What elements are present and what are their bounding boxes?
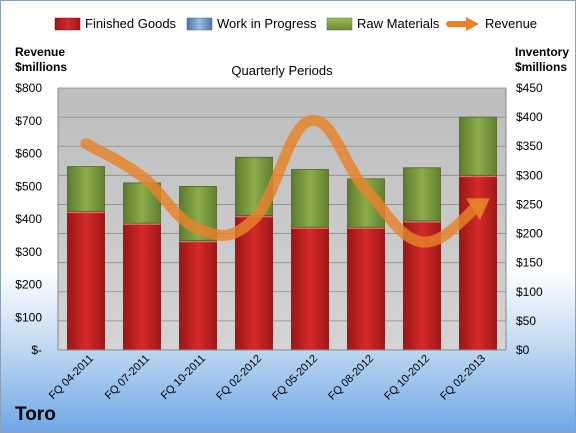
bar-finished-goods — [123, 222, 161, 351]
right-tick-label: $0 — [516, 343, 530, 357]
left-tick-label: $- — [31, 343, 42, 357]
right-tick-label: $350 — [516, 139, 543, 153]
left-tick-label: $400 — [15, 212, 42, 226]
legend-label-revenue: Revenue — [485, 16, 537, 31]
left-axis-title-line2: $millions — [15, 60, 67, 74]
x-tick-label: FQ 04-2011 — [47, 353, 96, 402]
x-tick-label: FQ 05-2012 — [270, 353, 320, 403]
legend: Finished Goods Work in Progress Raw Mate… — [54, 16, 537, 31]
right-tick-label: $150 — [516, 256, 543, 270]
x-tick-label: FQ 07-2011 — [103, 353, 152, 402]
left-tick-label: $300 — [15, 245, 42, 259]
left-tick-label: $500 — [15, 179, 42, 193]
bar-finished-goods — [67, 211, 105, 351]
legend-swatch-finished-goods — [54, 17, 81, 31]
legend-label-finished-goods: Finished Goods — [85, 16, 177, 31]
legend-swatch-work-in-progress — [186, 17, 213, 31]
bar-finished-goods — [347, 226, 385, 351]
bar-finished-goods — [291, 226, 329, 351]
left-axis-title-line1: Revenue — [15, 45, 65, 59]
bar-raw-materials — [403, 167, 441, 222]
left-axis-ticks: $- $100 $200 $300 $400 $500 $600 $700 $800 — [15, 81, 42, 357]
x-tick-label: FQ 10-2012 — [382, 353, 432, 403]
revenue-line — [80, 114, 490, 248]
bar-finished-goods — [179, 240, 217, 351]
revenue-arrowhead — [465, 198, 490, 221]
right-tick-label: $400 — [516, 110, 543, 124]
right-tick-label: $250 — [516, 197, 543, 211]
bars — [67, 116, 497, 351]
left-tick-label: $700 — [15, 114, 42, 128]
x-axis-labels: FQ 04-2011 FQ 07-2011 FQ 10-2011 FQ 02-2012… — [47, 353, 488, 403]
bar-raw-materials — [67, 166, 105, 212]
x-tick-label: FQ 02-2012 — [214, 353, 264, 403]
left-tick-label: $200 — [15, 278, 42, 292]
right-tick-label: $450 — [516, 81, 543, 95]
right-axis-title-line2: $millions — [515, 60, 567, 74]
legend-swatch-revenue — [446, 17, 479, 31]
right-axis-title-line1: Inventory — [515, 45, 569, 59]
right-tick-label: $50 — [516, 314, 536, 328]
left-tick-label: $100 — [15, 310, 42, 324]
legend-label-work-in-progress: Work in Progress — [217, 16, 317, 31]
left-tick-label: $600 — [15, 147, 42, 161]
bar-raw-materials — [459, 116, 497, 176]
left-tick-label: $800 — [15, 81, 42, 95]
bar-raw-materials — [291, 169, 329, 228]
revenue-line-path — [80, 114, 484, 248]
x-tick-label: FQ 08-2012 — [326, 353, 376, 403]
chart-subtitle: Quarterly Periods — [231, 63, 333, 78]
right-tick-label: $200 — [516, 227, 543, 241]
brand-label: Toro — [15, 404, 56, 425]
right-tick-label: $100 — [516, 285, 543, 299]
right-tick-label: $300 — [516, 168, 543, 182]
x-tick-label: FQ 02-2013 — [438, 353, 488, 403]
right-axis-ticks: $0 $50 $100 $150 $200 $250 $300 $350 $400 $450 — [516, 81, 543, 357]
legend-label-raw-materials: Raw Materials — [357, 16, 440, 31]
x-tick-label: FQ 10-2011 — [159, 353, 208, 402]
legend-swatch-raw-materials — [326, 17, 353, 31]
